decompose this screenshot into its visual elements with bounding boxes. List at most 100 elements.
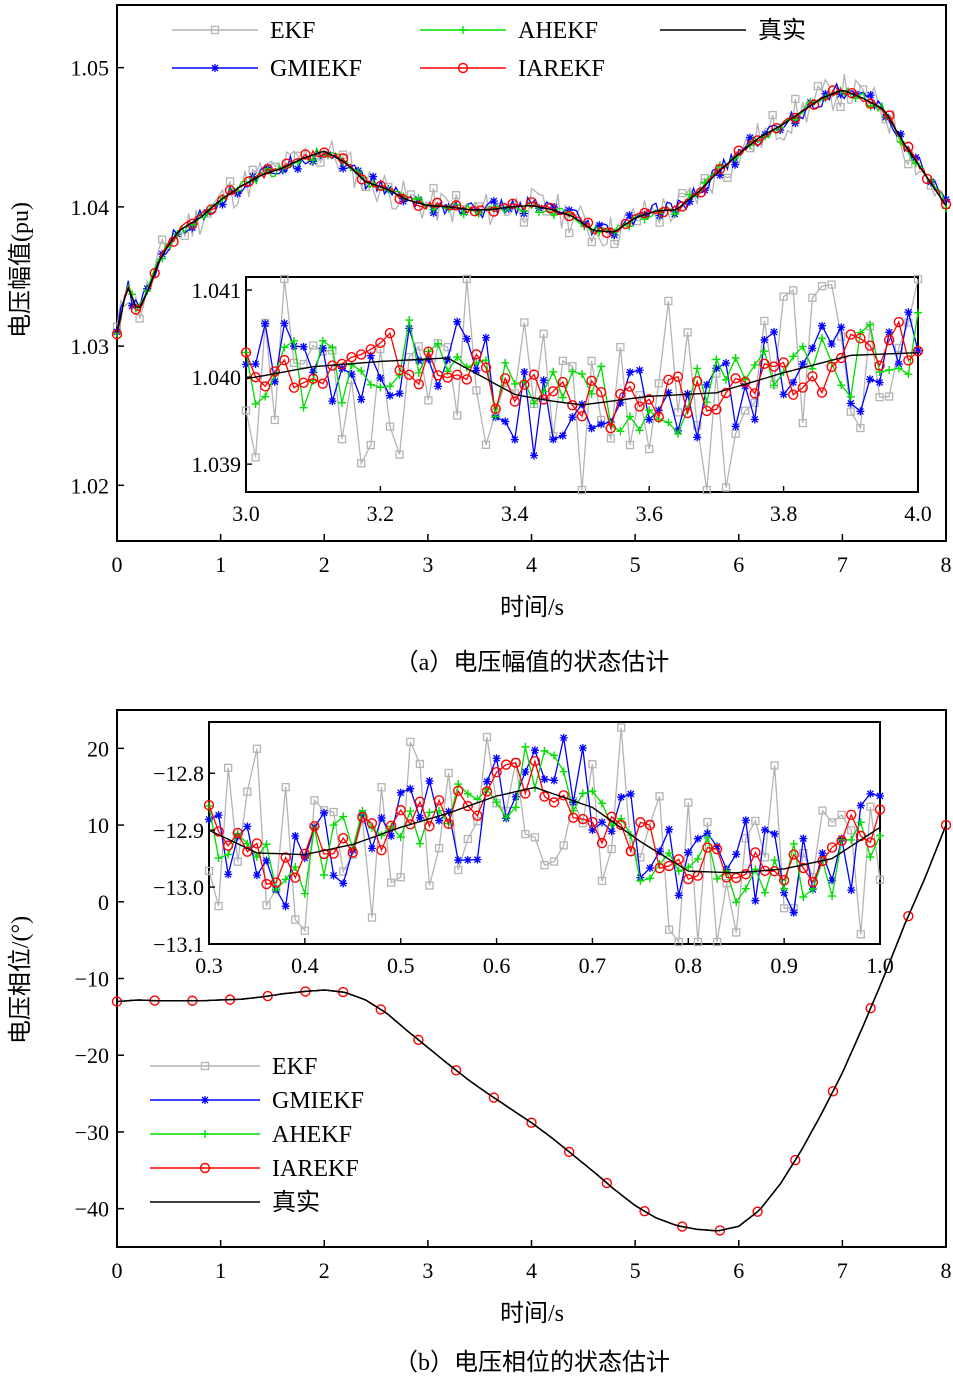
legend-marker [459,26,467,34]
inset-marker-iarekf [778,357,789,368]
inset-marker-iarekf [577,813,589,825]
inset-marker-ahekf [789,352,798,361]
inset-marker-ekf [385,422,395,431]
inset-marker-ahekf [290,336,298,345]
inset-marker-ahekf [414,368,423,377]
inset-marker-ekf [243,787,252,796]
inset-marker-iarekf [673,854,684,865]
inset-marker-gmiekf [453,317,462,326]
inset-marker-ekf [779,292,788,301]
inset-marker-ahekf [318,336,327,345]
marker-gmiekf [369,172,378,181]
inset-y-tick-label: −13.1 [153,932,204,957]
inset-x-tick-label: 3.4 [501,501,529,526]
inset-marker-gmiekf [885,328,894,337]
inset-marker-iarekf [807,876,819,888]
inset-marker-iarekf [461,374,472,385]
inset-marker-ahekf [435,806,444,815]
inset-marker-iarekf [309,820,320,832]
inset-marker-ahekf [914,308,922,317]
inset-marker-gmiekf [262,856,271,865]
inset-marker-ekf [482,732,492,742]
inset-marker-ekf [635,391,644,400]
inset-marker-ahekf [664,418,673,427]
inset-series-ahekf [242,308,922,438]
x-tick-label: 1 [215,552,226,577]
marker-ekf [519,218,529,227]
inset-marker-ekf [664,925,674,934]
inset-marker-ahekf [540,746,549,755]
inset-marker-ekf [636,853,645,862]
inset-marker-ekf [530,833,540,842]
inset-marker-ekf [741,834,750,843]
inset-marker-iarekf [557,376,568,388]
inset-marker-iarekf [826,361,837,373]
x-tick-label: 8 [941,1258,952,1283]
marker-ekf [610,239,619,249]
marker-iarekf [940,199,952,210]
y-tick-label: −40 [75,1197,109,1222]
inset-marker-ahekf [780,884,789,893]
inset-marker-ekf [779,904,789,913]
inset-marker-iarekf [740,376,751,388]
inset-marker-iarekf [222,840,234,851]
caption-b: （b）电压相位的状态估计 [394,1349,670,1376]
inset-marker-iarekf [702,842,713,853]
inset-marker-ekf [866,802,875,811]
inset-b: 0.3 0.4 0.5 0.6 0.7 0.8 0.9 1.0 −12.8 −12.9 −13.0 −… [153,721,894,978]
legend-label: GMIEKF [270,56,362,82]
inset-marker-iarekf [452,369,463,381]
legend-item-iarekf: IAREKF [150,1156,359,1182]
inset-marker-ahekf [463,789,472,798]
inset-y-tick-label: 1.040 [192,365,242,390]
inset-marker-gmiekf [732,850,741,859]
x-tick-label: 8 [941,552,952,577]
inset-marker-iarekf [260,381,271,392]
x-axis-label-a: 时间/s [500,594,564,621]
inset-marker-gmiekf [214,811,223,820]
inset-marker-ahekf [243,839,252,848]
inset-marker-ekf [214,901,223,911]
marker-ekf [565,228,574,238]
inset-marker-iarekf [414,796,426,807]
inset-marker-iarekf [768,361,780,372]
inset-marker-ahekf [578,369,586,378]
inset-y-tick-label: 1.039 [192,452,242,477]
legend-item-gmiekf: GMIEKF [172,56,362,82]
inset-marker-ekf [241,406,251,415]
inset-marker-gmiekf [339,879,348,888]
inset-marker-ekf [337,435,347,444]
inset-marker-iarekf [798,862,809,874]
inset-series-a [240,274,924,495]
inset-marker-gmiekf [243,822,252,831]
inset-marker-iarekf [490,403,501,415]
inset-marker-ahekf [674,429,682,438]
inset-marker-gmiekf [320,808,329,817]
inset-marker-ahekf [760,347,769,356]
inset-marker-ekf [291,915,300,924]
inset-marker-gmiekf [712,364,721,373]
legend-a: EKF AHEKF 真实 GMIEKF IAREKF [172,17,806,82]
inset-marker-iarekf [596,386,607,398]
marker-ekf [836,102,845,112]
marker-iarekf [356,174,368,185]
inset-marker-ahekf [443,367,452,376]
inset-marker-iarekf [692,376,703,387]
inset-marker-ahekf [741,884,750,893]
inset-marker-gmiekf [251,359,260,368]
inset-marker-ahekf [281,875,290,884]
inset-marker-ahekf [789,839,798,848]
inset-marker-gmiekf [472,366,481,375]
inset-marker-iarekf [529,755,541,767]
marker-ekf [678,189,687,198]
inset-a: 3.0 3.2 3.4 3.6 3.8 4.0 1.039 1.040 1.041 [192,274,932,526]
inset-marker-iarekf [807,371,818,382]
marker-iarekf [563,210,575,222]
inset-marker-ekf [224,763,233,772]
marker-iarekf [300,149,311,160]
inset-marker-ahekf [837,381,846,390]
panel-b: 0.3 0.4 0.5 0.6 0.7 0.8 0.9 1.0 −12.8 −12.9 −13.0 −… [7,709,952,1376]
inset-marker-iarekf [453,785,464,797]
marker-iarekf [865,98,876,109]
series-lines-b [111,819,952,1236]
